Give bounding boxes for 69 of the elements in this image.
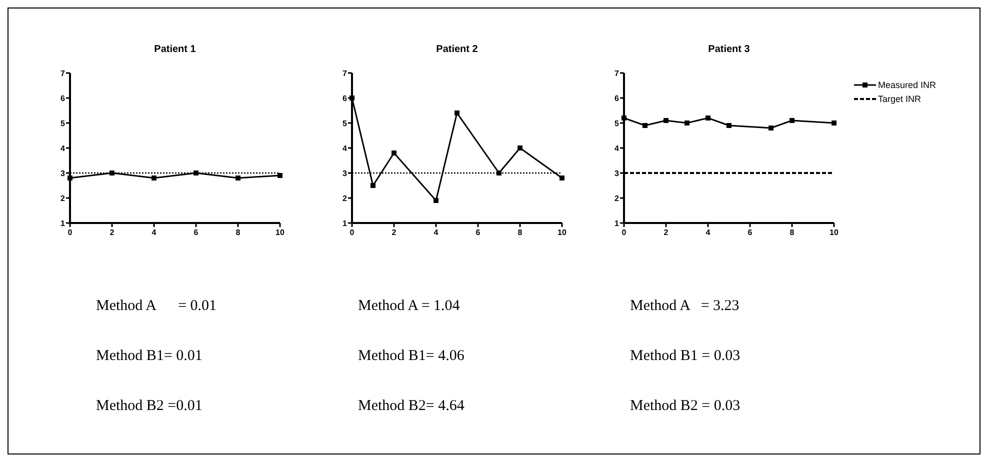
chart-title: Patient 1 xyxy=(154,44,196,55)
y-tick-label: 3 xyxy=(60,168,66,178)
x-tick-label: 2 xyxy=(392,228,397,237)
point xyxy=(392,150,396,156)
y-tick-label: 3 xyxy=(614,168,620,178)
text: Method B2 = 0.03 xyxy=(630,398,740,414)
x-tick-label: 8 xyxy=(236,228,241,237)
chart-title: Patient 3 xyxy=(708,44,750,55)
y-tick-label: 7 xyxy=(614,68,620,78)
point xyxy=(454,110,460,116)
y-tick-label: 1 xyxy=(60,218,66,228)
y-tick-label: 7 xyxy=(60,68,66,78)
text: Method B2 =0.01 xyxy=(96,398,202,414)
y-tick-label: 5 xyxy=(342,118,348,128)
point xyxy=(706,116,710,120)
y-tick-label: 1 xyxy=(614,218,620,228)
point xyxy=(684,120,690,126)
y-tick-label: 5 xyxy=(614,118,620,128)
y-tick-label: 2 xyxy=(614,194,620,203)
text: Method A = 1.04 xyxy=(358,298,460,314)
y-tick-label: 4 xyxy=(614,144,620,153)
text: Method B1 = 0.03 xyxy=(630,348,740,364)
text: Method B1= 0.01 xyxy=(96,348,202,364)
x-tick-label: 6 xyxy=(476,228,481,237)
x-tick-label: 0 xyxy=(622,228,627,237)
y-tick-label: 4 xyxy=(342,144,348,153)
x-tick-label: 10 xyxy=(276,228,285,237)
y-tick-label: 2 xyxy=(60,194,66,203)
x-tick-label: 4 xyxy=(706,228,711,237)
point xyxy=(370,183,376,188)
y-tick-label: 4 xyxy=(60,144,66,153)
x-tick-label: 2 xyxy=(664,228,669,237)
legend-label: Measured INR xyxy=(878,80,937,90)
x-tick-label: 8 xyxy=(790,228,795,237)
point xyxy=(790,118,794,123)
y-tick-label: 5 xyxy=(60,118,66,128)
x-tick-label: 10 xyxy=(558,228,567,237)
point xyxy=(518,146,522,150)
point xyxy=(832,120,836,126)
point xyxy=(726,123,732,128)
point xyxy=(622,116,626,120)
x-tick-label: 6 xyxy=(748,228,753,237)
x-tick-label: 0 xyxy=(68,228,73,237)
y-tick-label: 1 xyxy=(342,218,348,228)
text: Method A = 3.23 xyxy=(630,298,740,314)
y-tick-label: 2 xyxy=(342,194,348,203)
y-tick-label: 6 xyxy=(614,94,620,103)
y-tick-label: 3 xyxy=(342,168,348,178)
x-tick-label: 10 xyxy=(830,228,839,237)
point xyxy=(768,126,774,130)
y-tick-label: 6 xyxy=(342,94,348,103)
point xyxy=(664,118,668,123)
point xyxy=(434,198,438,203)
point xyxy=(560,176,564,180)
legend-label: Target INR xyxy=(878,94,922,104)
x-tick-label: 6 xyxy=(194,228,199,237)
chart-title: Patient 2 xyxy=(436,44,478,55)
text: Method B1= 4.06 xyxy=(358,348,465,364)
x-tick-label: 0 xyxy=(350,228,355,237)
point xyxy=(496,170,502,176)
x-tick-label: 4 xyxy=(152,228,157,237)
y-tick-label: 6 xyxy=(60,94,66,103)
x-tick-label: 2 xyxy=(110,228,115,237)
text: Method A = 0.01 xyxy=(96,298,217,314)
point xyxy=(642,123,648,128)
text: Method B2= 4.64 xyxy=(358,398,465,414)
x-tick-label: 4 xyxy=(434,228,439,237)
x-tick-label: 8 xyxy=(518,228,523,237)
y-tick-label: 7 xyxy=(342,68,348,78)
